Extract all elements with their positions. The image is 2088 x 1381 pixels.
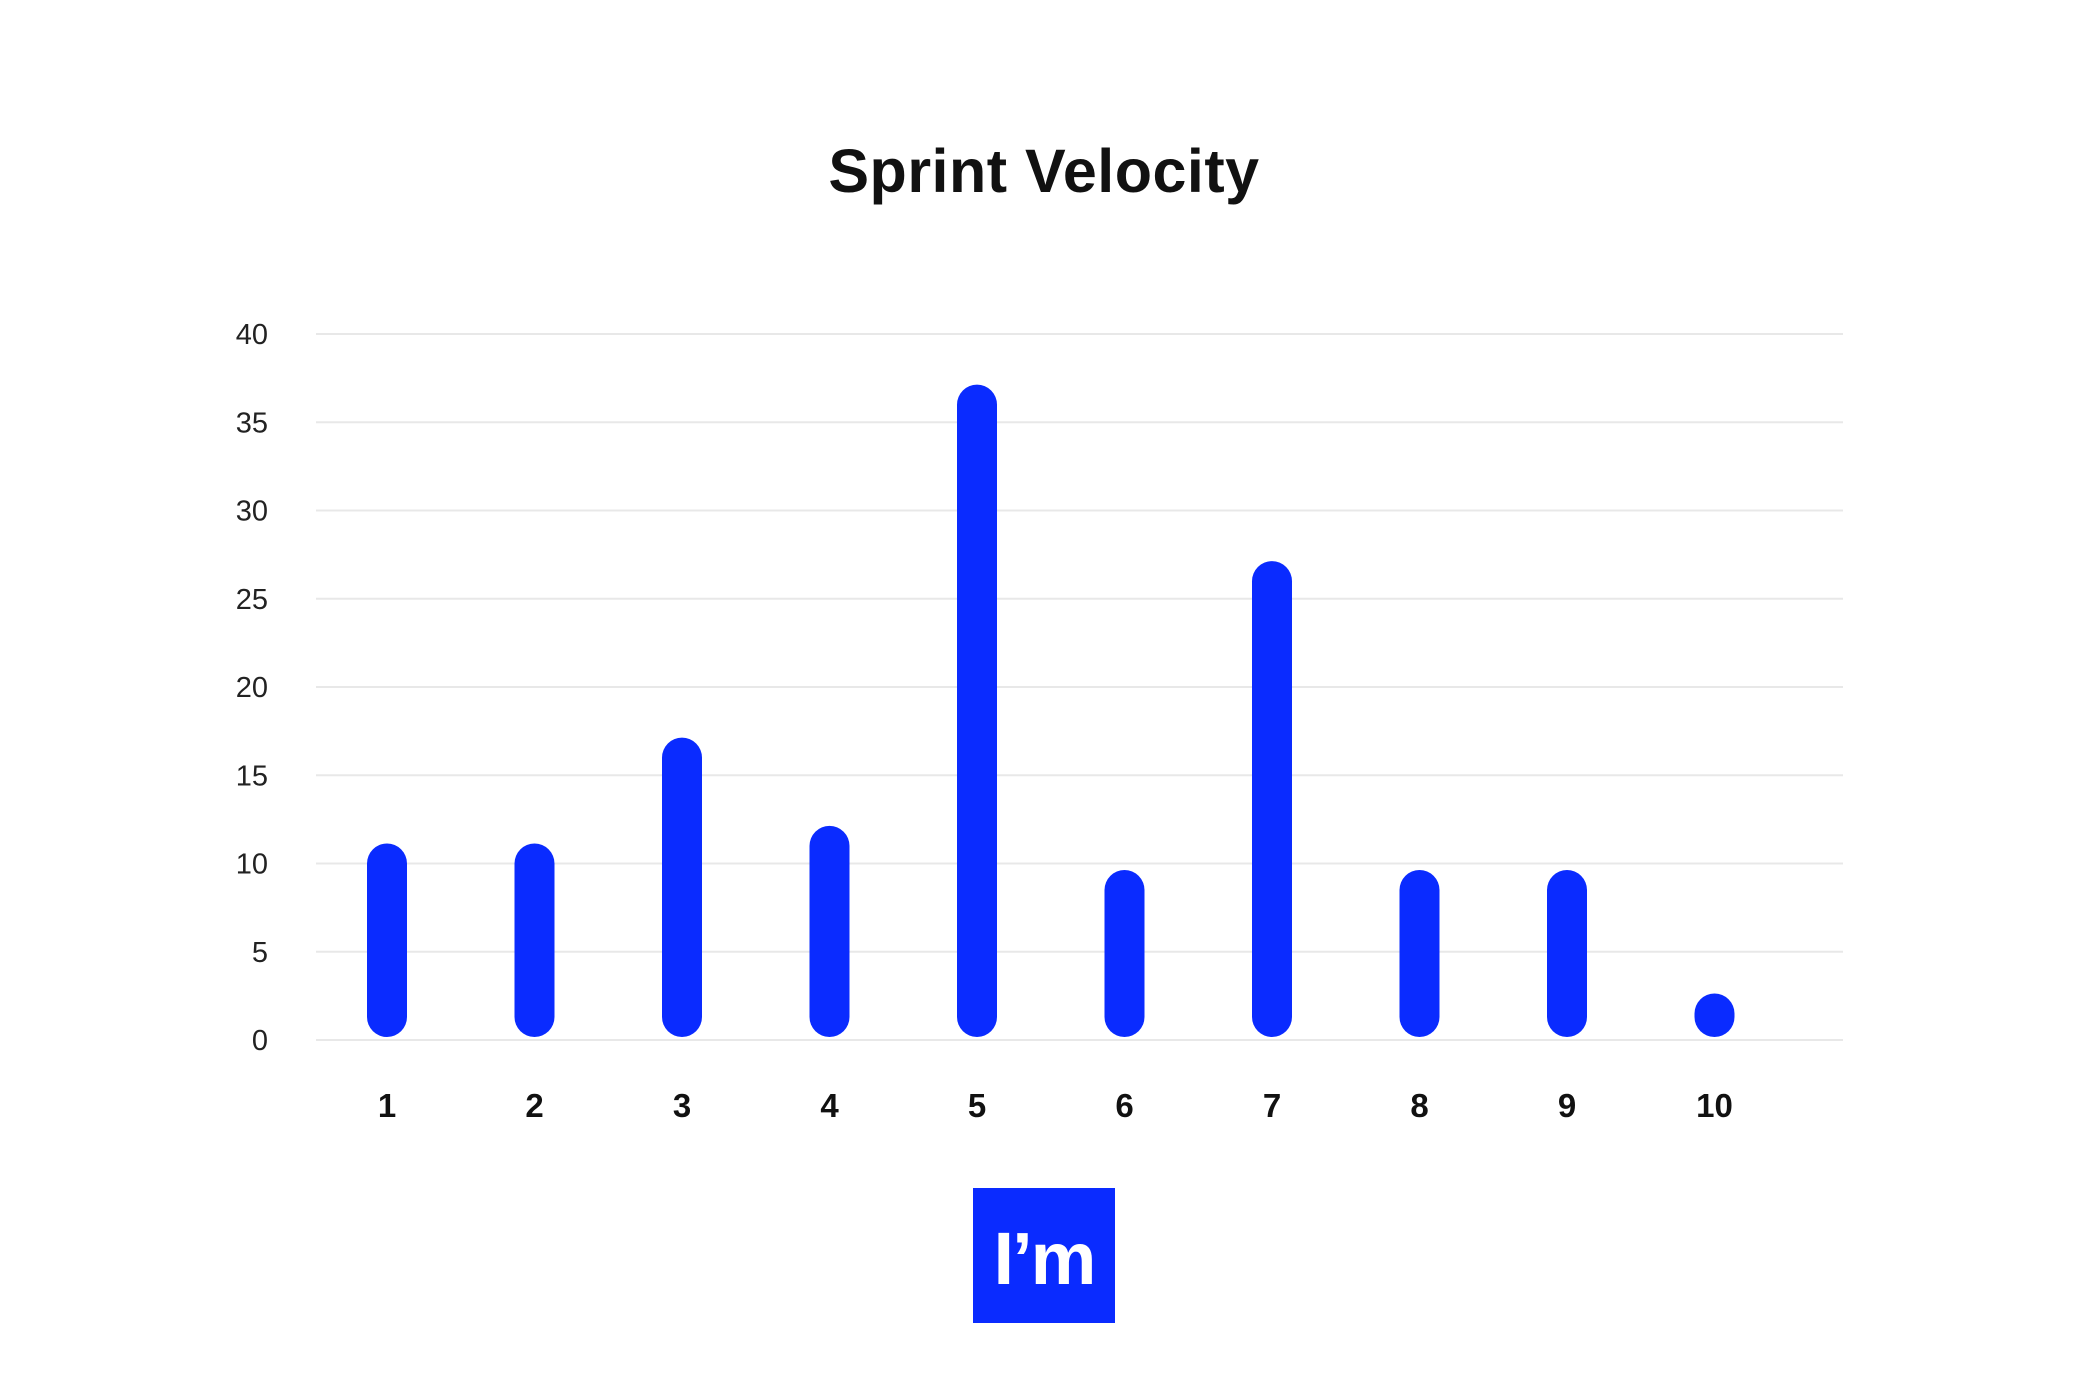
bar-sprint-2	[514, 843, 555, 1037]
bar-sprint-5	[957, 384, 997, 1038]
x-tick-label: 6	[1115, 1087, 1133, 1124]
chart-title: Sprint Velocity	[828, 137, 1260, 205]
y-tick-label: 25	[236, 584, 268, 616]
x-tick-label: 9	[1558, 1087, 1576, 1124]
bar-sprint-10	[1694, 993, 1735, 1037]
bar-sprint-3	[662, 737, 702, 1037]
bar-sprint-9	[1547, 869, 1587, 1037]
x-tick-label: 7	[1263, 1087, 1281, 1124]
y-tick-label: 15	[236, 760, 268, 792]
y-tick-label: 35	[236, 407, 268, 439]
y-tick-label: 30	[236, 496, 268, 528]
x-tick-label: 10	[1696, 1087, 1733, 1124]
bar-sprint-7	[1252, 561, 1292, 1037]
y-tick-label: 5	[252, 937, 268, 969]
x-tick-label: 5	[968, 1087, 986, 1124]
bar-sprint-4	[809, 825, 850, 1037]
x-tick-label: 3	[673, 1087, 691, 1124]
y-tick-label: 0	[252, 1025, 268, 1057]
bar-sprint-1	[367, 843, 407, 1037]
x-tick-label: 8	[1410, 1087, 1428, 1124]
y-tick-label: 40	[236, 319, 268, 351]
x-tick-label: 1	[378, 1087, 396, 1124]
brand-logo-text: I’m	[993, 1217, 1097, 1300]
brand-logo: I’m	[973, 1188, 1115, 1323]
x-tick-label: 4	[820, 1087, 839, 1124]
y-tick-label: 10	[236, 849, 268, 881]
y-tick-label: 20	[236, 672, 268, 704]
x-tick-label: 2	[525, 1087, 543, 1124]
bar-sprint-8	[1399, 869, 1440, 1037]
bar-sprint-6	[1104, 869, 1145, 1037]
